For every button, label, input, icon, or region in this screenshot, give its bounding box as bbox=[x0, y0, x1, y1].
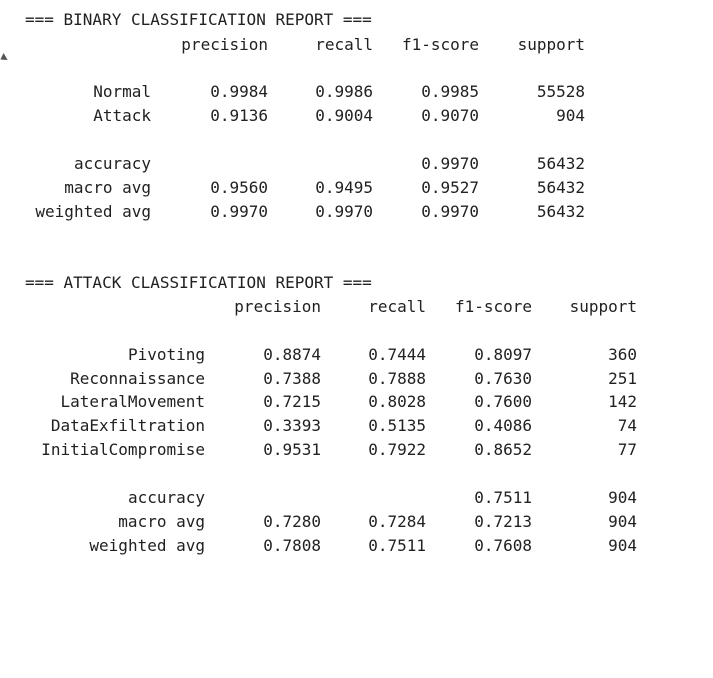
f1-value: 0.7608 bbox=[474, 536, 532, 555]
table-row: DataExfiltration 0.3393 0.5135 0.4086 74 bbox=[25, 414, 637, 438]
attack-report-title: === ATTACK CLASSIFICATION REPORT === bbox=[25, 273, 372, 292]
header-recall: recall bbox=[368, 297, 426, 316]
header-support: support bbox=[517, 35, 585, 54]
f1-value: 0.7511 bbox=[474, 488, 532, 507]
table-row: Normal 0.9984 0.9986 0.9985 55528 bbox=[25, 80, 585, 104]
row-label: LateralMovement bbox=[60, 392, 206, 411]
recall-value: 0.8028 bbox=[368, 392, 426, 411]
header-f1-score: f1-score bbox=[401, 35, 479, 54]
f1-value: 0.9970 bbox=[421, 202, 479, 221]
support-value: 360 bbox=[608, 345, 637, 364]
table-row: Reconnaissance 0.7388 0.7888 0.7630 251 bbox=[25, 367, 637, 391]
support-value: 251 bbox=[608, 369, 637, 388]
f1-value: 0.7600 bbox=[474, 392, 532, 411]
f1-value: 0.7630 bbox=[474, 369, 532, 388]
recall-value: 0.9495 bbox=[315, 178, 373, 197]
summary-row: macro avg 0.9560 0.9495 0.9527 56432 bbox=[25, 176, 585, 200]
row-label: Pivoting bbox=[127, 345, 205, 364]
recall-value: 0.7511 bbox=[368, 536, 426, 555]
precision-value: 0.9970 bbox=[210, 202, 268, 221]
support-value: 55528 bbox=[536, 82, 585, 101]
header-precision: precision bbox=[234, 297, 321, 316]
precision-value: 0.7280 bbox=[263, 512, 321, 531]
summary-row: weighted avg 0.9970 0.9970 0.9970 56432 bbox=[25, 200, 585, 224]
f1-value: 0.9970 bbox=[421, 154, 479, 173]
recall-value: 0.7444 bbox=[368, 345, 426, 364]
f1-value: 0.9985 bbox=[421, 82, 479, 101]
f1-value: 0.8097 bbox=[474, 345, 532, 364]
header-f1-score: f1-score bbox=[454, 297, 532, 316]
support-value: 904 bbox=[608, 488, 637, 507]
row-label: Attack bbox=[93, 106, 151, 125]
precision-value: 0.7808 bbox=[263, 536, 321, 555]
table-row: InitialCompromise 0.9531 0.7922 0.8652 7… bbox=[25, 438, 637, 462]
binary-report-header-row: precision recall f1-score support bbox=[25, 33, 585, 57]
precision-value: 0.9136 bbox=[210, 106, 268, 125]
support-value: 904 bbox=[608, 536, 637, 555]
recall-value: 0.7888 bbox=[368, 369, 426, 388]
support-value: 142 bbox=[608, 392, 637, 411]
recall-value: 0.7284 bbox=[368, 512, 426, 531]
row-label: macro avg bbox=[64, 178, 151, 197]
recall-value: 0.7922 bbox=[368, 440, 426, 459]
support-value: 77 bbox=[617, 440, 637, 459]
attack-report-title-line: === ATTACK CLASSIFICATION REPORT === bbox=[25, 271, 372, 295]
precision-value: 0.9560 bbox=[210, 178, 268, 197]
row-label: accuracy bbox=[127, 488, 205, 507]
binary-report-title-line: === BINARY CLASSIFICATION REPORT === bbox=[25, 8, 372, 32]
f1-value: 0.7213 bbox=[474, 512, 532, 531]
notebook-output: { "binary_report": { "title": "=== BINAR… bbox=[0, 8, 638, 558]
row-label: Reconnaissance bbox=[70, 369, 205, 388]
row-label: Normal bbox=[93, 82, 151, 101]
row-label: DataExfiltration bbox=[50, 416, 205, 435]
precision-value: 0.9531 bbox=[263, 440, 321, 459]
support-value: 56432 bbox=[536, 178, 585, 197]
support-value: 904 bbox=[608, 512, 637, 531]
support-value: 56432 bbox=[536, 154, 585, 173]
precision-value: 0.8874 bbox=[263, 345, 321, 364]
table-row: Pivoting 0.8874 0.7444 0.8097 360 bbox=[25, 343, 637, 367]
header-recall: recall bbox=[315, 35, 373, 54]
recall-value: 0.9986 bbox=[315, 82, 373, 101]
summary-row: accuracy 0.7511 904 bbox=[25, 486, 637, 510]
support-value: 56432 bbox=[536, 202, 585, 221]
header-support: support bbox=[569, 297, 637, 316]
row-label: macro avg bbox=[118, 512, 205, 531]
attack-report-header-row: precision recall f1-score support bbox=[25, 295, 637, 319]
cursor-arrow-icon bbox=[0, 53, 8, 63]
summary-row: weighted avg 0.7808 0.7511 0.7608 904 bbox=[25, 534, 637, 558]
f1-value: 0.4086 bbox=[474, 416, 532, 435]
recall-value: 0.9970 bbox=[315, 202, 373, 221]
recall-value: 0.5135 bbox=[368, 416, 426, 435]
row-label: InitialCompromise bbox=[41, 440, 205, 459]
precision-value: 0.9984 bbox=[210, 82, 268, 101]
precision-value: 0.3393 bbox=[263, 416, 321, 435]
header-precision: precision bbox=[181, 35, 268, 54]
support-value: 74 bbox=[617, 416, 637, 435]
row-label: accuracy bbox=[73, 154, 151, 173]
summary-row: accuracy 0.9970 56432 bbox=[25, 152, 585, 176]
binary-report-title: === BINARY CLASSIFICATION REPORT === bbox=[25, 10, 372, 29]
summary-row: macro avg 0.7280 0.7284 0.7213 904 bbox=[25, 510, 637, 534]
table-row: Attack 0.9136 0.9004 0.9070 904 bbox=[25, 104, 585, 128]
table-row: LateralMovement 0.7215 0.8028 0.7600 142 bbox=[25, 390, 638, 414]
support-value: 904 bbox=[556, 106, 585, 125]
f1-value: 0.9527 bbox=[421, 178, 479, 197]
row-label: weighted avg bbox=[89, 536, 205, 555]
recall-value: 0.9004 bbox=[315, 106, 373, 125]
precision-value: 0.7215 bbox=[263, 392, 321, 411]
precision-value: 0.7388 bbox=[263, 369, 321, 388]
f1-value: 0.8652 bbox=[474, 440, 532, 459]
row-label: weighted avg bbox=[35, 202, 151, 221]
f1-value: 0.9070 bbox=[421, 106, 479, 125]
